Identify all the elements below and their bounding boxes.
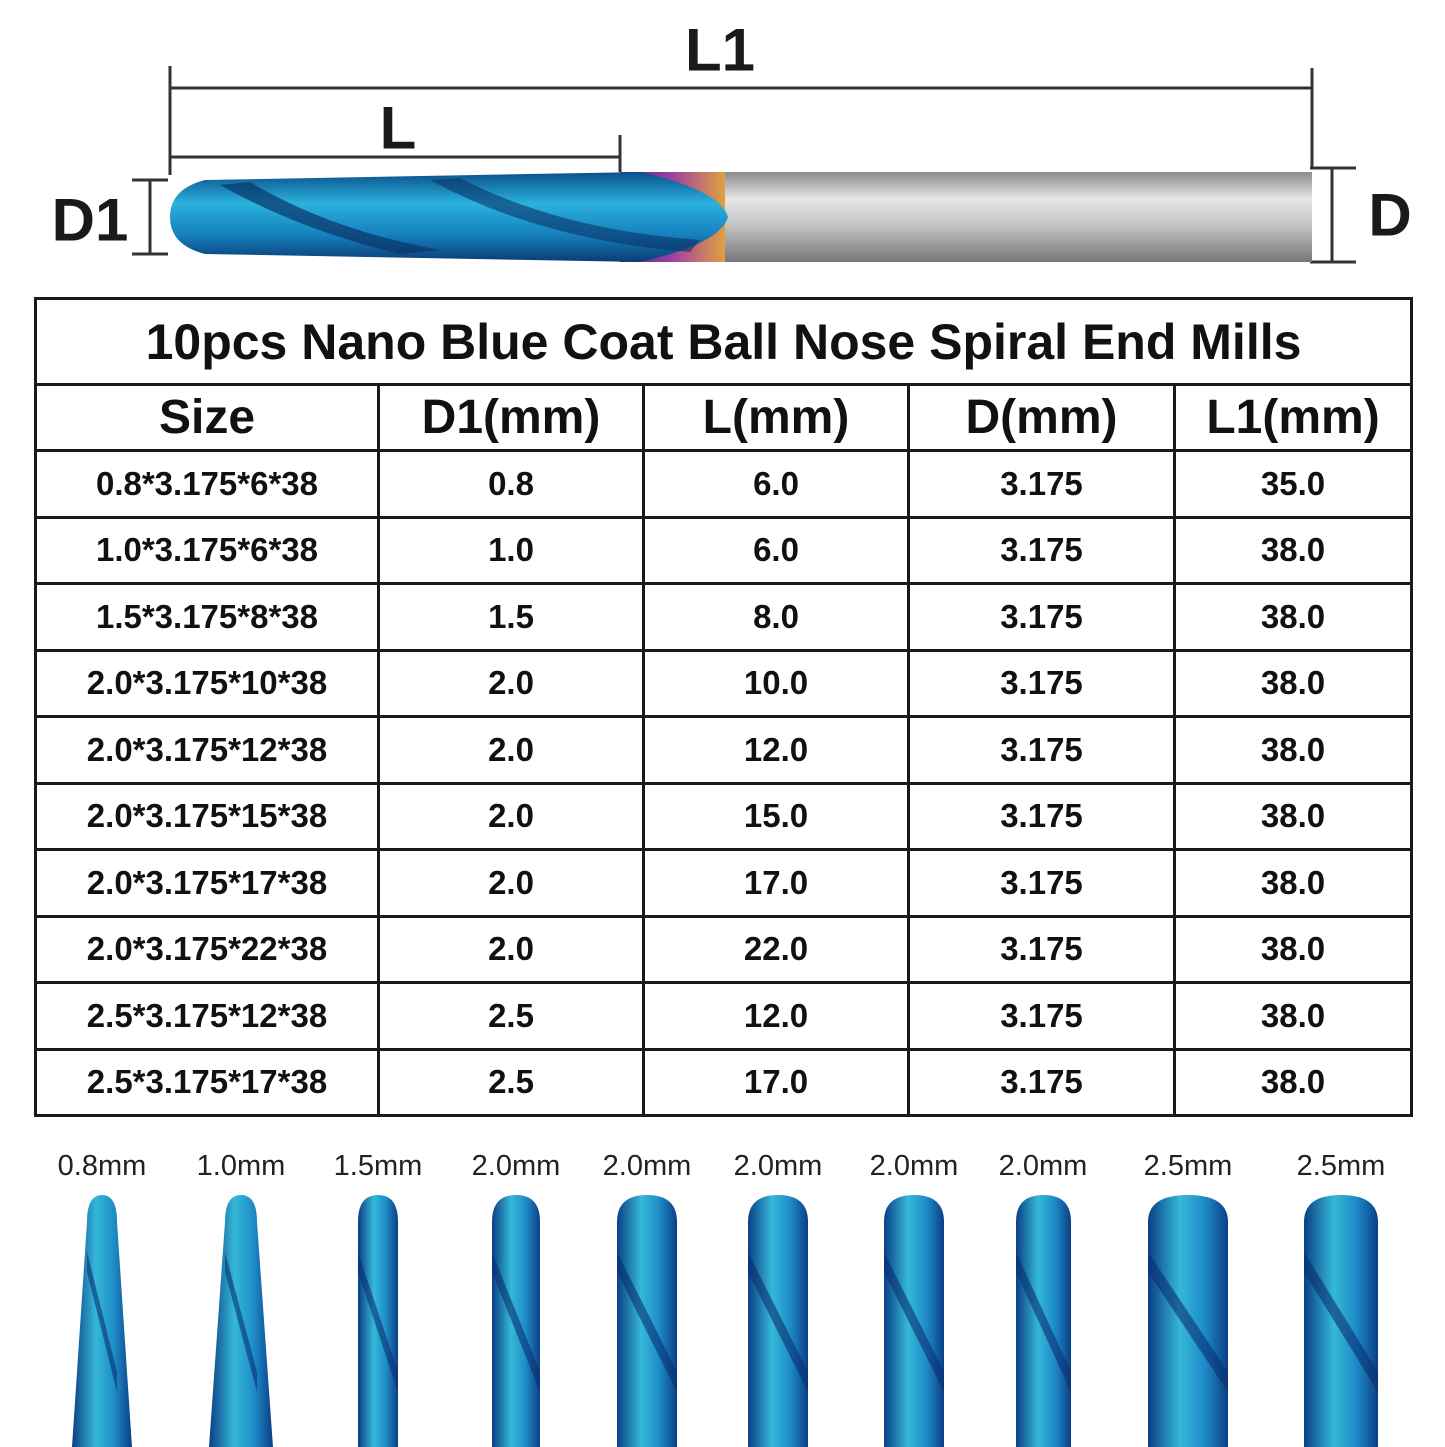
table-cell: 12.0 (642, 715, 910, 785)
table-cell: 3.175 (907, 449, 1176, 519)
table-cell: 38.0 (1173, 715, 1413, 785)
table-cell: 3.175 (907, 1047, 1176, 1117)
table-cell: 38.0 (1173, 515, 1413, 585)
l-label: L (379, 94, 417, 162)
bit-size-label: 2.5mm (1143, 1150, 1233, 1182)
bit-size-label: 0.8mm (57, 1150, 147, 1182)
column-header: D1(mm) (377, 383, 645, 452)
end-mill-bit-image (884, 1195, 944, 1447)
end-mill-bit-image (1304, 1195, 1378, 1447)
column-header: Size (34, 383, 380, 452)
header-row: Size D1(mm) L(mm) D(mm) L1(mm) (34, 383, 1413, 452)
bit-size-label: 2.0mm (602, 1150, 692, 1182)
table-cell: 3.175 (907, 515, 1176, 585)
d-label: D (1368, 181, 1412, 249)
table-cell: 2.5*3.175*12*38 (34, 981, 380, 1051)
table-cell: 2.0 (377, 715, 645, 785)
table-cell: 38.0 (1173, 648, 1413, 718)
end-mill-bit-image (1015, 1195, 1071, 1447)
bit-size-label: 1.0mm (196, 1150, 286, 1182)
column-header: L1(mm) (1173, 383, 1413, 452)
table-cell: 3.175 (907, 781, 1176, 851)
bit-size-label: 2.0mm (998, 1150, 1088, 1182)
table-cell: 38.0 (1173, 1047, 1413, 1117)
end-mill-bit-image (1148, 1195, 1228, 1447)
table-cell: 35.0 (1173, 449, 1413, 519)
table-cell: 3.175 (907, 715, 1176, 785)
table-cell: 22.0 (642, 914, 910, 984)
end-mill-bit-image (72, 1195, 132, 1447)
table-row: 2.0*3.175*15*38 2.0 15.0 3.175 38.0 (34, 781, 1413, 851)
table-title: 10pcs Nano Blue Coat Ball Nose Spiral En… (34, 297, 1413, 386)
table-cell: 2.0*3.175*22*38 (34, 914, 380, 984)
table-cell: 12.0 (642, 981, 910, 1051)
d1-label: D1 (51, 186, 129, 254)
table-cell: 3.175 (907, 648, 1176, 718)
table-cell: 10.0 (642, 648, 910, 718)
table-cell: 38.0 (1173, 781, 1413, 851)
end-mill-diagram (132, 66, 1356, 264)
end-mill-bit-image (617, 1195, 677, 1447)
table-cell: 3.175 (907, 848, 1176, 918)
column-header: D(mm) (907, 383, 1176, 452)
table-cell: 6.0 (642, 515, 910, 585)
table-cell: 3.175 (907, 914, 1176, 984)
end-mill-bit-image (492, 1195, 540, 1447)
bit-size-label: 1.5mm (333, 1150, 423, 1182)
table-cell: 2.0*3.175*17*38 (34, 848, 380, 918)
table-cell: 2.5 (377, 1047, 645, 1117)
table-row: 0.8*3.175*6*38 0.8 6.0 3.175 35.0 (34, 449, 1413, 519)
table-cell: 17.0 (642, 1047, 910, 1117)
table-row: 2.0*3.175*10*38 2.0 10.0 3.175 38.0 (34, 648, 1413, 718)
table-cell: 38.0 (1173, 582, 1413, 652)
fluted-cutter (170, 172, 728, 262)
table-cell: 2.0 (377, 914, 645, 984)
table-row: 2.5*3.175*12*38 2.5 12.0 3.175 38.0 (34, 981, 1413, 1051)
table-cell: 38.0 (1173, 981, 1413, 1051)
table-cell: 1.5 (377, 582, 645, 652)
bit-size-label: 2.5mm (1296, 1150, 1386, 1182)
table-cell: 8.0 (642, 582, 910, 652)
bit-size-label: 2.0mm (869, 1150, 959, 1182)
table-row: 1.5*3.175*8*38 1.5 8.0 3.175 38.0 (34, 582, 1413, 652)
table-row: 2.0*3.175*17*38 2.0 17.0 3.175 38.0 (34, 848, 1413, 918)
bit-size-label: 2.0mm (471, 1150, 561, 1182)
table-cell: 15.0 (642, 781, 910, 851)
table-cell: 1.0 (377, 515, 645, 585)
table-cell: 2.0 (377, 848, 645, 918)
table-cell: 2.5 (377, 981, 645, 1051)
table-row: 2.0*3.175*12*38 2.0 12.0 3.175 38.0 (34, 715, 1413, 785)
table-cell: 2.0*3.175*12*38 (34, 715, 380, 785)
table-row: 2.0*3.175*22*38 2.0 22.0 3.175 38.0 (34, 914, 1413, 984)
table-cell: 2.0*3.175*10*38 (34, 648, 380, 718)
table-cell: 17.0 (642, 848, 910, 918)
table-cell: 2.0 (377, 781, 645, 851)
table-cell: 38.0 (1173, 914, 1413, 984)
table-cell: 0.8 (377, 449, 645, 519)
table-cell: 2.0*3.175*15*38 (34, 781, 380, 851)
table-cell: 3.175 (907, 981, 1176, 1051)
end-mill-bit-image (209, 1195, 273, 1447)
table-row: 1.0*3.175*6*38 1.0 6.0 3.175 38.0 (34, 515, 1413, 585)
column-header: L(mm) (642, 383, 910, 452)
table-cell: 38.0 (1173, 848, 1413, 918)
table-cell: 1.0*3.175*6*38 (34, 515, 380, 585)
table-cell: 0.8*3.175*6*38 (34, 449, 380, 519)
end-mill-bit-image (748, 1195, 808, 1447)
table-cell: 1.5*3.175*8*38 (34, 582, 380, 652)
table-cell: 6.0 (642, 449, 910, 519)
table-cell: 3.175 (907, 582, 1176, 652)
table-cell: 2.0 (377, 648, 645, 718)
end-mill-bit-image (358, 1195, 398, 1447)
spec-table: 10pcs Nano Blue Coat Ball Nose Spiral En… (34, 297, 1413, 1117)
bit-size-label: 2.0mm (733, 1150, 823, 1182)
shank (725, 172, 1312, 262)
table-cell: 2.5*3.175*17*38 (34, 1047, 380, 1117)
table-row: 2.5*3.175*17*38 2.5 17.0 3.175 38.0 (34, 1047, 1413, 1117)
l1-label: L1 (684, 16, 756, 84)
